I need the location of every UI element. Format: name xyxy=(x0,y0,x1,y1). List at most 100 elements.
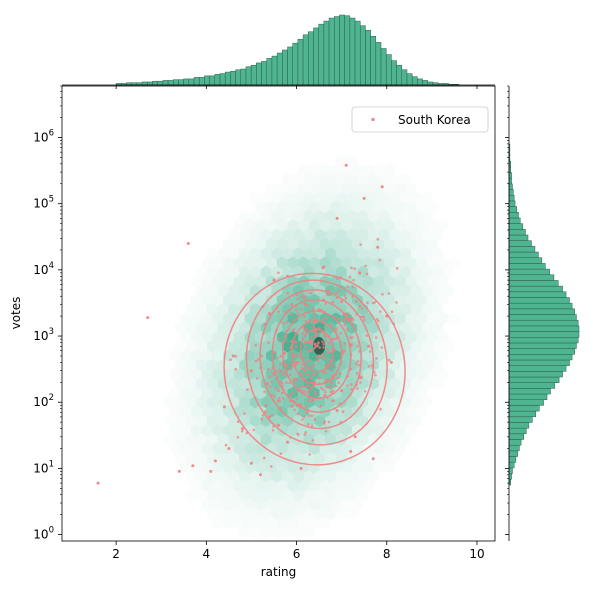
scatter-point xyxy=(325,347,329,351)
scatter-point xyxy=(314,342,317,346)
hexbin-cell xyxy=(351,386,363,400)
hexbin-cell xyxy=(411,284,422,297)
scatter-point xyxy=(376,237,380,241)
hexbin-cell xyxy=(378,321,390,334)
scatter-point xyxy=(270,465,273,468)
scatter-point xyxy=(304,295,307,299)
scatter-point xyxy=(303,390,306,394)
scatter-point xyxy=(324,302,327,306)
scatter-point xyxy=(341,349,345,353)
scatter-point xyxy=(256,358,260,361)
hexbin-cell xyxy=(239,321,250,334)
scatter-point xyxy=(281,341,285,344)
hexbin-cell xyxy=(212,330,224,344)
scatter-point xyxy=(289,313,293,316)
hexbin-cell xyxy=(239,247,250,260)
hexbin-cell xyxy=(223,312,234,325)
scatter-point xyxy=(278,399,281,403)
scatter-point xyxy=(286,274,289,278)
hexbin-cell xyxy=(255,386,266,400)
hexbin-cell xyxy=(228,303,240,316)
scatter-point xyxy=(301,385,305,389)
hexbin-cell xyxy=(244,275,256,288)
hexbin-cell xyxy=(449,312,460,324)
scatter-point xyxy=(285,320,289,324)
hexbin-cell xyxy=(341,200,352,214)
hexbin-cell xyxy=(303,470,315,483)
scatter-point xyxy=(363,390,367,393)
hexbin-cell xyxy=(249,247,261,260)
hexbin-cell xyxy=(233,312,245,325)
hexbin-cell xyxy=(351,349,363,362)
scatter-point xyxy=(300,307,304,311)
hexbin-cell xyxy=(335,396,347,409)
hexbin-cell xyxy=(180,442,191,455)
top-hist-bar xyxy=(313,27,319,86)
scatter-point xyxy=(326,378,329,382)
hexbin-cell xyxy=(244,312,256,325)
hexbin-cell xyxy=(217,451,229,465)
hexbin-cell xyxy=(287,256,299,269)
hexbin-cell xyxy=(416,275,428,288)
hexbin-cell xyxy=(368,284,379,297)
scatter-point xyxy=(313,380,317,384)
hexbin-cell xyxy=(394,423,406,437)
scatter-point xyxy=(317,354,321,358)
hexbin-cell xyxy=(228,265,240,279)
hexbin-cell xyxy=(384,219,395,232)
hexbin-cell xyxy=(303,172,315,186)
hexbin-cell xyxy=(341,219,352,232)
scatter-point xyxy=(294,364,297,367)
scatter-point xyxy=(378,258,382,262)
scatter-point xyxy=(284,334,287,338)
hexbin-cell xyxy=(325,489,336,502)
hexbin-cell xyxy=(319,219,331,232)
scatter-point xyxy=(293,408,296,412)
hexbin-cell xyxy=(309,237,320,251)
scatter-point xyxy=(370,347,374,350)
hexbin-cell xyxy=(207,470,218,483)
scatter-point xyxy=(240,429,244,433)
hexbin-cell xyxy=(405,330,417,344)
x-tick-label: 8 xyxy=(383,547,391,561)
scatter-point xyxy=(281,397,285,400)
scatter-point xyxy=(268,385,272,389)
hexbin-cell xyxy=(217,284,229,297)
hexbin-cell xyxy=(239,284,250,297)
scatter-point xyxy=(297,403,301,406)
scatter-point xyxy=(318,327,321,330)
hexbin-cell xyxy=(196,396,207,409)
hexbin-cell xyxy=(373,200,385,214)
hexbin-cell xyxy=(201,479,213,493)
hexbin-cell xyxy=(271,433,283,446)
hexbin-cell xyxy=(255,256,266,269)
hexbin-cell xyxy=(223,237,234,251)
scatter-point xyxy=(358,374,361,377)
hexbin-cell xyxy=(303,210,315,223)
scatter-point xyxy=(362,318,366,322)
hexbin-cell xyxy=(373,368,385,381)
hexbin-cell xyxy=(287,423,299,437)
hexbin-cell xyxy=(271,340,283,353)
scatter-point xyxy=(326,293,330,297)
hexbin-cell xyxy=(212,423,224,437)
scatter-point xyxy=(303,315,306,318)
scatter-point xyxy=(254,344,258,347)
right-hist-bar xyxy=(508,189,514,196)
scatter-point xyxy=(270,393,274,397)
top-hist-bar xyxy=(344,15,351,86)
hexbin-cell xyxy=(341,293,352,307)
scatter-point xyxy=(324,363,327,367)
scatter-point xyxy=(309,386,313,390)
hexbin-cell xyxy=(271,210,283,223)
hexbin-cell xyxy=(233,293,245,307)
hexbin-cell xyxy=(378,265,390,279)
hexbin-cell xyxy=(223,256,234,269)
hexbin-cell xyxy=(276,442,288,455)
hexbin-cell xyxy=(411,210,422,223)
hexbin-cell xyxy=(217,358,229,372)
top-hist-bar xyxy=(308,31,314,86)
hexbin-cell xyxy=(309,256,320,269)
hexbin-cell xyxy=(421,303,433,316)
hexbin-cell xyxy=(351,256,363,269)
